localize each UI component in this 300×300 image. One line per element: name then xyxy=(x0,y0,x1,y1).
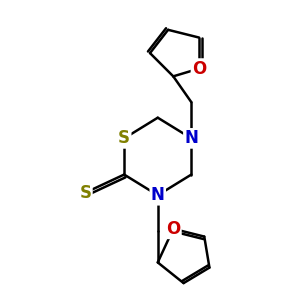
Text: S: S xyxy=(80,184,92,202)
Text: N: N xyxy=(184,129,198,147)
Text: O: O xyxy=(192,60,206,78)
Text: S: S xyxy=(118,129,130,147)
Text: O: O xyxy=(166,220,180,238)
Text: N: N xyxy=(151,186,165,204)
